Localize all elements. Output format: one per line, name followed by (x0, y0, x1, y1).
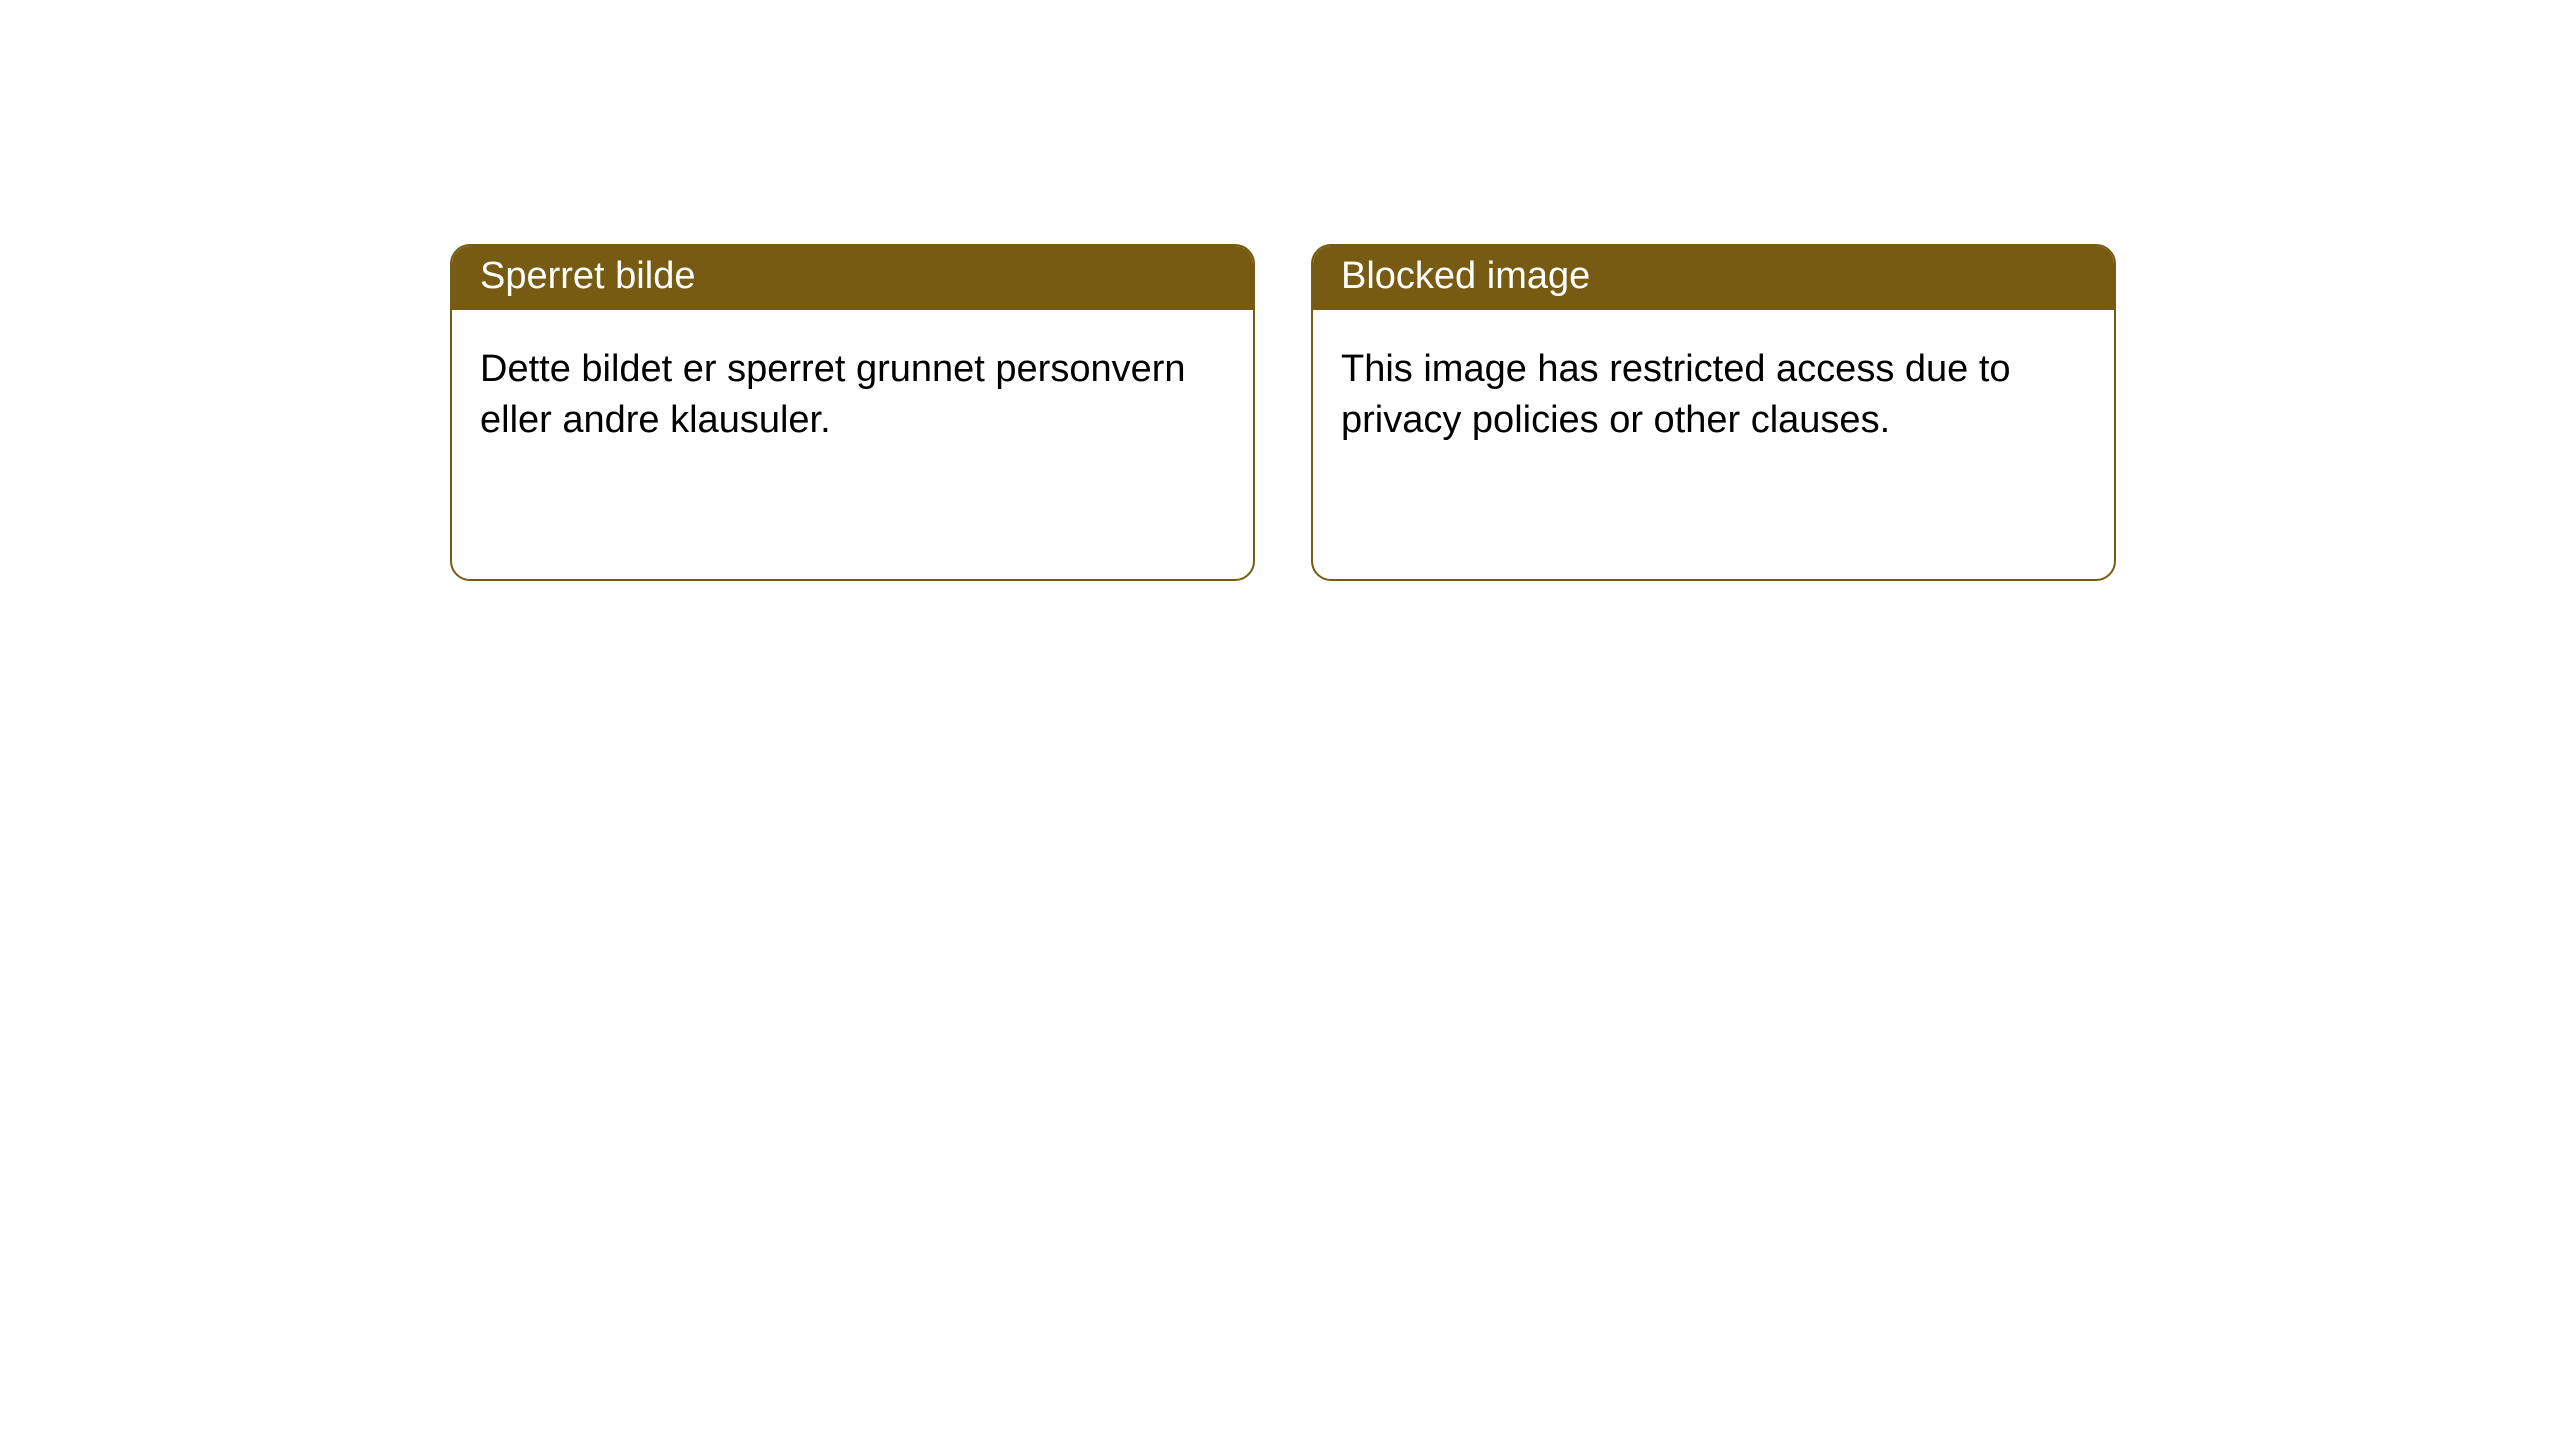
notice-container: Sperret bilde Dette bildet er sperret gr… (0, 0, 2560, 581)
card-body-text: This image has restricted access due to … (1341, 348, 2011, 441)
notice-card-english: Blocked image This image has restricted … (1311, 244, 2116, 581)
card-body-text: Dette bildet er sperret grunnet personve… (480, 348, 1186, 441)
card-title: Blocked image (1341, 255, 1590, 297)
card-header: Blocked image (1313, 246, 2114, 310)
notice-card-norwegian: Sperret bilde Dette bildet er sperret gr… (450, 244, 1255, 581)
card-body: Dette bildet er sperret grunnet personve… (452, 310, 1253, 481)
card-title: Sperret bilde (480, 255, 695, 297)
card-header: Sperret bilde (452, 246, 1253, 310)
card-body: This image has restricted access due to … (1313, 310, 2114, 481)
